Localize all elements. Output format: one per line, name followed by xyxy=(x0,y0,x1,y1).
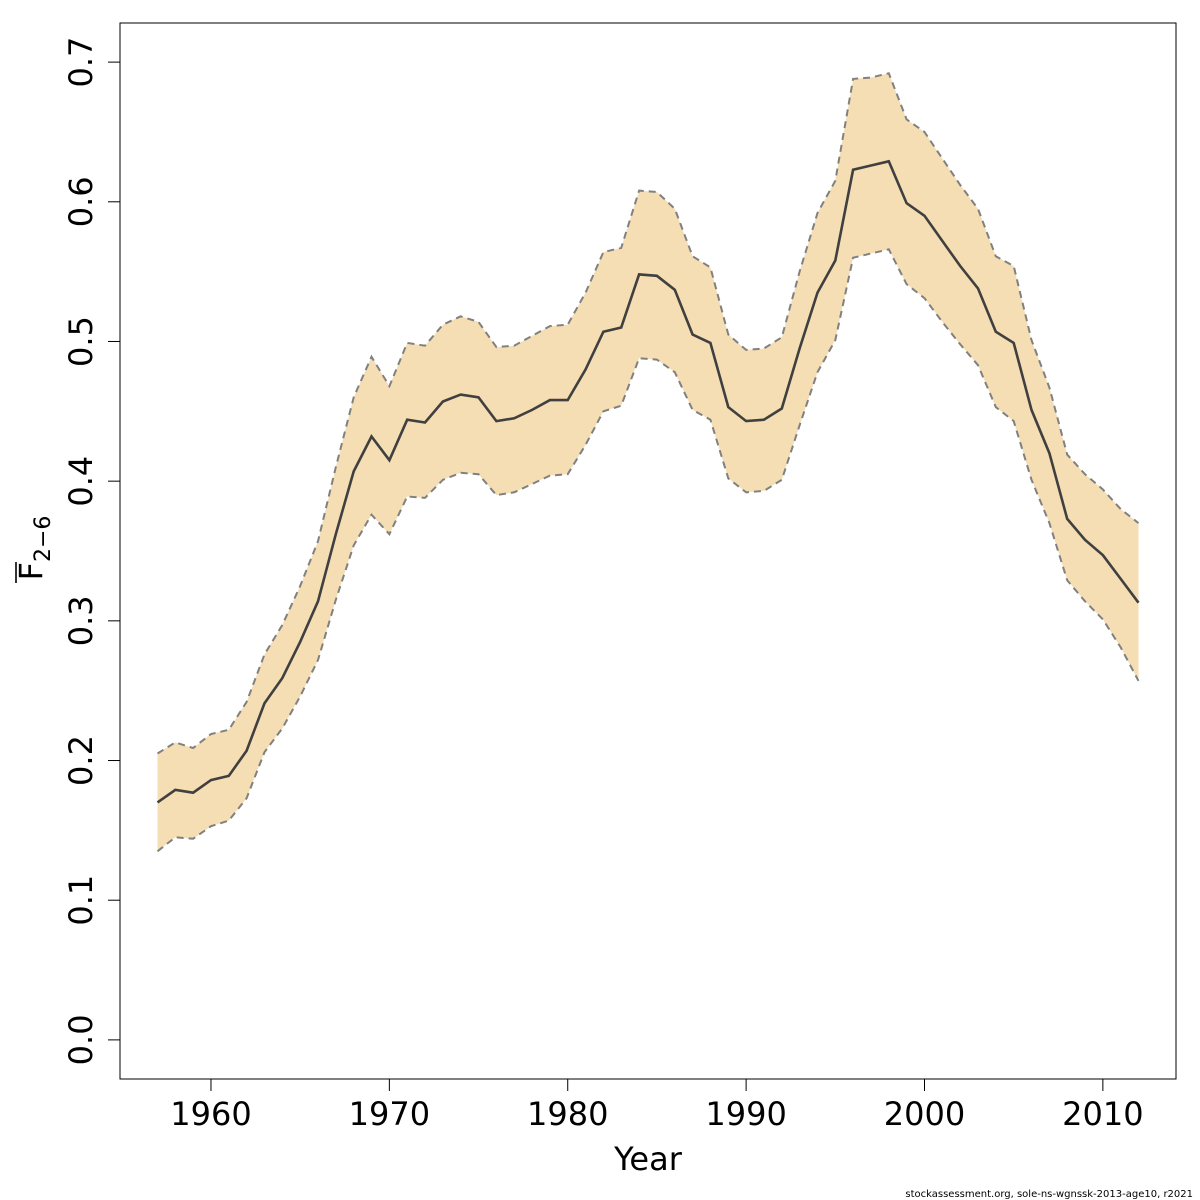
x-axis-title: Year xyxy=(613,1140,683,1178)
x-tick-label: 2010 xyxy=(1062,1095,1143,1133)
series-line-upper xyxy=(156,72,1140,755)
x-tick-label: 1970 xyxy=(349,1095,430,1133)
confidence-band xyxy=(157,73,1139,852)
y-axis-title: F2−6 xyxy=(12,516,56,583)
y-tick-label: 0.7 xyxy=(62,37,100,88)
y-tick-label: 0.3 xyxy=(62,595,100,646)
credit-text: stockassessment.org, sole-ns-wgnssk-2013… xyxy=(905,1189,1193,1200)
series-line-estimate xyxy=(156,159,1140,804)
confidence-band-area xyxy=(157,73,1139,852)
plot-frame xyxy=(119,22,1177,1080)
y-tick-label: 0.2 xyxy=(62,735,100,786)
svg-text:F2−6: F2−6 xyxy=(12,516,56,581)
x-axis: 1960 1970 1980 1990 2000 2010 xyxy=(170,1079,1144,1133)
y-tick-label: 0.0 xyxy=(62,1014,100,1065)
x-tick-label: 1990 xyxy=(705,1095,786,1133)
y-axis: 0.0 0.1 0.2 0.3 0.4 0.5 0.6 0.7 xyxy=(62,37,120,1065)
y-tick-label: 0.4 xyxy=(62,456,100,507)
y-tick-label: 0.5 xyxy=(62,316,100,367)
y-axis-title-sub: 2−6 xyxy=(31,516,56,562)
x-tick-label: 1980 xyxy=(527,1095,608,1133)
y-tick-label: 0.6 xyxy=(62,176,100,227)
y-axis-title-main: F xyxy=(12,562,50,580)
x-tick-label: 2000 xyxy=(884,1095,965,1133)
series-lines xyxy=(156,72,1140,853)
series-line-lower xyxy=(156,248,1140,853)
x-tick-label: 1960 xyxy=(170,1095,251,1133)
y-tick-label: 0.1 xyxy=(62,875,100,926)
